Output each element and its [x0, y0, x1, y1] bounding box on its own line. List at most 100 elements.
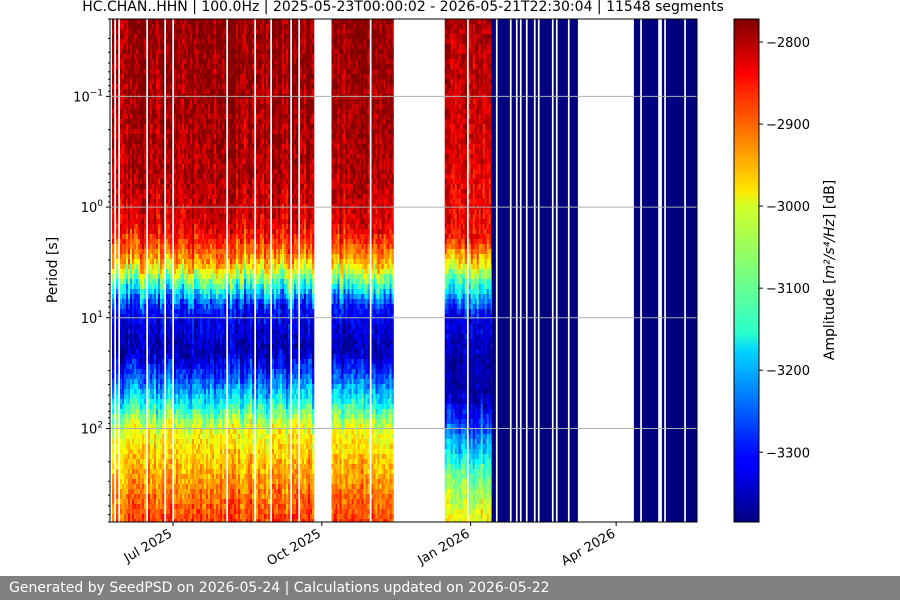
heatmap-cell	[204, 304, 207, 310]
heatmap-cell	[200, 514, 203, 520]
heatmap-cell	[154, 379, 157, 385]
heatmap-cell	[128, 234, 131, 240]
heatmap-cell	[182, 274, 185, 280]
heatmap-cell	[166, 479, 169, 485]
heatmap-cell	[126, 179, 129, 185]
heatmap-cell	[206, 289, 209, 295]
heatmap-cell	[154, 274, 157, 280]
heatmap-cell	[176, 289, 179, 295]
heatmap-cell	[210, 339, 213, 345]
heatmap-cell	[116, 394, 119, 400]
heatmap-cell	[138, 99, 141, 105]
heatmap-cell	[148, 269, 151, 275]
heatmap-cell	[116, 209, 119, 215]
heatmap-cell	[202, 54, 205, 60]
heatmap-cell	[170, 329, 173, 335]
heatmap-cell	[158, 139, 161, 145]
heatmap-cell	[218, 34, 221, 40]
heatmap-cell	[148, 84, 151, 90]
heatmap-cell	[150, 39, 153, 45]
heatmap-cell	[144, 24, 147, 30]
heatmap-cell	[128, 109, 131, 115]
heatmap-cell	[174, 34, 177, 40]
heatmap-cell	[200, 269, 203, 275]
heatmap-cell	[154, 69, 157, 75]
heatmap-cell	[190, 514, 193, 520]
heatmap-cell	[126, 469, 129, 475]
heatmap-cell	[174, 89, 177, 95]
heatmap-cell	[168, 419, 171, 425]
heatmap-cell	[174, 24, 177, 30]
heatmap-cell	[186, 424, 189, 430]
heatmap-cell	[154, 169, 157, 175]
heatmap-cell	[168, 514, 171, 520]
heatmap-cell	[202, 389, 205, 395]
heatmap-cell	[134, 19, 137, 25]
heatmap-cell	[196, 189, 199, 195]
heatmap-cell	[204, 309, 207, 315]
heatmap-cell	[166, 224, 169, 230]
heatmap-cell	[150, 214, 153, 220]
heatmap-cell	[122, 409, 125, 415]
heatmap-cell	[168, 124, 171, 130]
heatmap-cell	[206, 384, 209, 390]
heatmap-cell	[140, 474, 143, 480]
heatmap-cell	[168, 59, 171, 65]
heatmap-cell	[190, 104, 193, 110]
heatmap-cell	[142, 519, 145, 522]
heatmap-cell	[186, 154, 189, 160]
heatmap-cell	[196, 419, 199, 425]
heatmap-cell	[124, 404, 127, 410]
heatmap-cell	[138, 29, 141, 35]
heatmap-cell	[214, 259, 217, 265]
heatmap-cell	[174, 194, 177, 200]
heatmap-cell	[168, 49, 171, 55]
heatmap-cell	[162, 194, 165, 200]
heatmap-cell	[212, 224, 215, 230]
heatmap-cell	[142, 74, 145, 80]
heatmap-cell	[116, 354, 119, 360]
heatmap-cell	[160, 24, 163, 30]
heatmap-cell	[194, 324, 197, 330]
heatmap-cell	[130, 474, 133, 480]
heatmap-cell	[124, 154, 127, 160]
heatmap-cell	[184, 414, 187, 420]
heatmap-cell	[184, 234, 187, 240]
heatmap-cell	[124, 304, 127, 310]
heatmap-cell	[152, 269, 155, 275]
heatmap-cell	[176, 414, 179, 420]
heatmap-cell	[204, 179, 207, 185]
heatmap-cell	[124, 229, 127, 235]
heatmap-cell	[124, 119, 127, 125]
heatmap-cell	[214, 214, 217, 220]
heatmap-cell	[194, 129, 197, 135]
heatmap-cell	[212, 339, 215, 345]
heatmap-cell	[122, 464, 125, 470]
heatmap-cell	[152, 199, 155, 205]
heatmap-cell	[218, 424, 221, 430]
heatmap-cell	[208, 274, 211, 280]
heatmap-cell	[200, 329, 203, 335]
heatmap-cell	[194, 459, 197, 465]
heatmap-cell	[140, 229, 143, 235]
heatmap-cell	[128, 74, 131, 80]
heatmap-cell	[124, 19, 127, 25]
heatmap-cell	[116, 64, 119, 70]
heatmap-cell	[134, 104, 137, 110]
heatmap-cell	[170, 289, 173, 295]
heatmap-cell	[200, 184, 203, 190]
heatmap-cell	[136, 359, 139, 365]
heatmap-cell	[132, 214, 135, 220]
heatmap-cell	[128, 119, 131, 125]
heatmap-column	[124, 19, 127, 522]
heatmap-cell	[174, 19, 177, 25]
heatmap-cell	[152, 289, 155, 295]
heatmap-cell	[148, 299, 151, 305]
heatmap-cell	[174, 104, 177, 110]
heatmap-cell	[140, 134, 143, 140]
heatmap-cell	[134, 299, 137, 305]
heatmap-cell	[162, 164, 165, 170]
heatmap-cell	[152, 499, 155, 505]
heatmap-cell	[170, 224, 173, 230]
heatmap-cell	[128, 489, 131, 495]
